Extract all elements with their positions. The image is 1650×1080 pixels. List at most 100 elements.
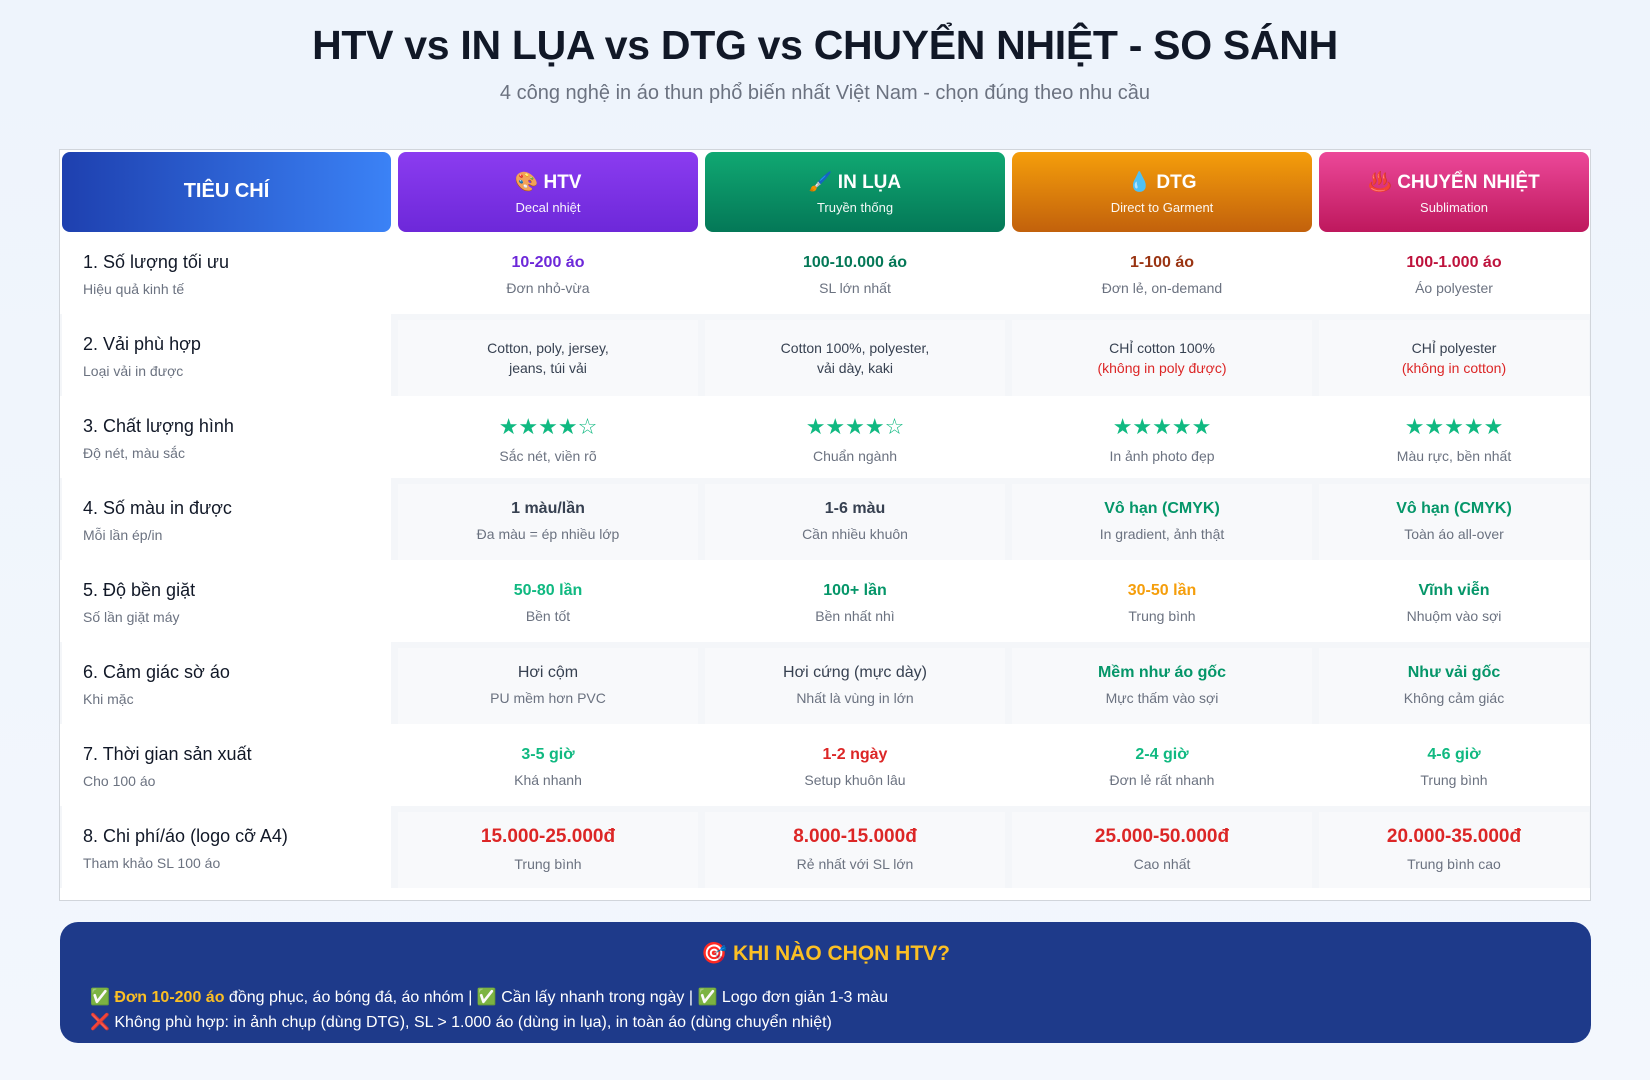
cell-price: 20.000-35.000đ: [1386, 826, 1522, 847]
cell-note: Rẻ nhất với SL lớn: [796, 856, 914, 872]
header-criteria: TIÊU CHÍ: [62, 152, 391, 232]
cell-note: Setup khuôn lâu: [804, 772, 906, 788]
criteria-sub: Độ nét, màu sắc: [83, 445, 185, 461]
header-cn-label: ♨️ CHUYỂN NHIỆT: [1368, 172, 1540, 193]
cell-note: Bền nhất nhì: [815, 608, 895, 624]
cell-value: 50-80 lần: [513, 582, 583, 599]
cell-dtg: ★★★★★ In ảnh photo đẹp: [1012, 402, 1312, 478]
table-row-time: 7. Thời gian sản xuất Cho 100 áo 3-5 giờ…: [60, 724, 1590, 806]
criteria-title: 6. Cảm giác sờ áo: [83, 662, 230, 682]
star-rating-icon: ★★★★☆: [805, 414, 905, 439]
cell-note: Nhuộm vào sợi: [1406, 608, 1502, 624]
cell-note: Chuẩn ngành: [812, 448, 898, 464]
cell-lua: Cotton 100%, polyester, vải dày, kaki: [705, 320, 1005, 396]
cell-dtg: Vô hạn (CMYK) In gradient, ảnh thật: [1012, 484, 1312, 560]
cell-price: 15.000-25.000đ: [480, 826, 616, 847]
criteria-title: 4. Số màu in được: [83, 498, 232, 518]
cell-cn: 100-1.000 áo Áo polyester: [1319, 238, 1589, 314]
cell-htv: ★★★★☆ Sắc nét, viền rõ: [398, 402, 698, 478]
criteria-cell: 1. Số lượng tối ưu Hiệu quả kinh tế: [62, 232, 391, 314]
criteria-sub: Cho 100 áo: [83, 773, 156, 789]
cell-note: Mực thấm vào sợi: [1105, 690, 1219, 706]
criteria-title: 8. Chi phí/áo (logo cỡ A4): [83, 826, 288, 846]
header-chuyen-nhiet: ♨️ CHUYỂN NHIỆT Sublimation: [1319, 152, 1589, 232]
cell-note: Khá nhanh: [514, 772, 582, 788]
cell-note: Bền tốt: [525, 608, 571, 624]
cell-value: Như vải gốc: [1407, 664, 1501, 681]
cell-lua: 100+ lần Bền nhất nhì: [705, 566, 1005, 642]
cell-line: CHỈ polyester: [1411, 340, 1497, 356]
cell-note: Trung bình cao: [1407, 856, 1501, 872]
header-lua-sub: Truyền thống: [816, 200, 894, 215]
cell-note: Màu rực, bền nhất: [1396, 448, 1512, 464]
cell-line: vải dày, kaki: [817, 360, 893, 376]
table-row-quantity: 1. Số lượng tối ưu Hiệu quả kinh tế 10-2…: [60, 232, 1590, 314]
cell-warning: (không in poly được): [1097, 360, 1227, 376]
cell-note: Đơn nhỏ-vừa: [506, 280, 590, 296]
recommendation-cons: ❌ Không phù hợp: in ảnh chụp (dùng DTG),…: [90, 1014, 832, 1031]
cell-cn: Vô hạn (CMYK) Toàn áo all-over: [1319, 484, 1589, 560]
cell-value: 3-5 giờ: [521, 746, 575, 763]
cell-value: 1 màu/lần: [511, 500, 585, 517]
cell-note: In gradient, ảnh thật: [1099, 526, 1225, 542]
cell-note: In ảnh photo đẹp: [1109, 448, 1215, 464]
cell-price: 25.000-50.000đ: [1094, 826, 1230, 847]
cell-lua: ★★★★☆ Chuẩn ngành: [705, 402, 1005, 478]
cell-htv: Cotton, poly, jersey, jeans, túi vải: [398, 320, 698, 396]
table-row-durability: 5. Độ bền giặt Số lần giặt máy 50-80 lần…: [60, 560, 1590, 642]
cell-cn: 20.000-35.000đ Trung bình cao: [1319, 812, 1589, 888]
cell-value: 30-50 lần: [1127, 582, 1197, 599]
criteria-cell: 5. Độ bền giặt Số lần giặt máy: [62, 560, 391, 642]
cell-note: SL lớn nhất: [819, 280, 891, 296]
cell-note: Cần nhiều khuôn: [802, 526, 908, 542]
cell-note: Trung bình: [1420, 772, 1488, 788]
recommendation-highlight: Đơn 10-200 áo: [114, 989, 225, 1006]
check-icon: ✅: [90, 989, 110, 1006]
comparison-table: TIÊU CHÍ 🎨 HTV Decal nhiệt 🖌️ IN LỤA Tru…: [59, 149, 1591, 901]
cell-cn: ★★★★★ Màu rực, bền nhất: [1319, 402, 1589, 478]
cell-note: PU mềm hơn PVC: [490, 690, 606, 706]
cell-dtg: 2-4 giờ Đơn lẻ rất nhanh: [1012, 730, 1312, 806]
cell-value: Hơi cứng (mực dày): [783, 664, 927, 681]
header-criteria-label: TIÊU CHÍ: [183, 180, 270, 202]
cell-note: Nhất là vùng in lớn: [796, 690, 914, 706]
header-cn-sub: Sublimation: [1420, 200, 1488, 215]
criteria-title: 7. Thời gian sản xuất: [83, 744, 252, 764]
criteria-title: 5. Độ bền giặt: [83, 580, 196, 600]
cell-dtg: 30-50 lần Trung bình: [1012, 566, 1312, 642]
criteria-cell: 6. Cảm giác sờ áo Khi mặc: [62, 642, 391, 724]
cell-htv: 10-200 áo Đơn nhỏ-vừa: [398, 238, 698, 314]
recommendation-title: 🎯 KHI NÀO CHỌN HTV?: [701, 942, 950, 965]
cell-note: Đơn lẻ, on-demand: [1101, 280, 1223, 296]
criteria-sub: Loại vải in được: [83, 363, 184, 379]
cell-note: Sắc nét, viền rõ: [499, 448, 597, 464]
criteria-cell: 8. Chi phí/áo (logo cỡ A4) Tham khảo SL …: [62, 806, 391, 888]
recommendation-box: 🎯 KHI NÀO CHỌN HTV? ✅ Đơn 10-200 áo đồng…: [60, 922, 1591, 1043]
cell-value: 100-10.000 áo: [802, 254, 908, 271]
cell-note: Áo polyester: [1415, 280, 1493, 296]
cell-note: Đơn lẻ rất nhanh: [1109, 772, 1215, 788]
cell-note: Trung bình: [514, 856, 582, 872]
cell-price: 8.000-15.000đ: [793, 826, 917, 847]
star-rating-icon: ★★★★☆: [498, 414, 598, 439]
recommendation-pros: ✅ Đơn 10-200 áo đồng phục, áo bóng đá, á…: [90, 987, 888, 1007]
header-htv-label: 🎨 HTV: [514, 172, 582, 193]
page-title: HTV vs IN LỤA vs DTG vs CHUYỂN NHIỆT - S…: [312, 22, 1338, 68]
header-dtg-sub: Direct to Garment: [1110, 200, 1214, 215]
cell-value: Vô hạn (CMYK): [1396, 500, 1512, 517]
header-dtg-label: 💧 DTG: [1127, 172, 1197, 193]
cell-value: 1-2 ngày: [822, 746, 888, 763]
cell-htv: 50-80 lần Bền tốt: [398, 566, 698, 642]
criteria-cell: 2. Vải phù hợp Loại vải in được: [62, 314, 391, 396]
header-lua: 🖌️ IN LỤA Truyền thống: [705, 152, 1005, 232]
cell-lua: 1-6 màu Cần nhiều khuôn: [705, 484, 1005, 560]
header-htv-sub: Decal nhiệt: [515, 200, 581, 215]
table-row-cost: 8. Chi phí/áo (logo cỡ A4) Tham khảo SL …: [60, 806, 1590, 888]
cell-line: Cotton, poly, jersey,: [487, 340, 609, 356]
cell-value: 4-6 giờ: [1427, 746, 1481, 763]
cell-htv: 1 màu/lần Đa màu = ép nhiều lớp: [398, 484, 698, 560]
cell-note: Không cảm giác: [1403, 690, 1505, 706]
criteria-sub: Hiệu quả kinh tế: [83, 281, 185, 297]
cell-cn: Vĩnh viễn Nhuộm vào sợi: [1319, 566, 1589, 642]
table-row-feel: 6. Cảm giác sờ áo Khi mặc Hơi cộm PU mềm…: [60, 642, 1590, 724]
